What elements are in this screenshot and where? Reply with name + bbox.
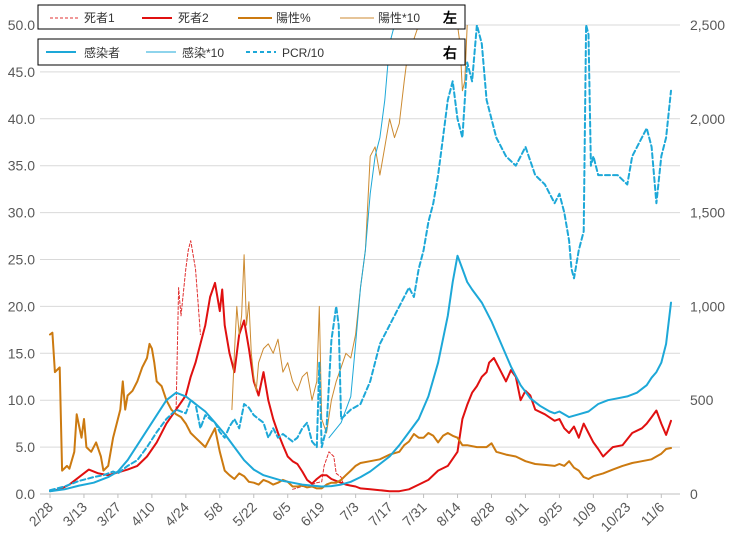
legend-item-infected: 感染者	[84, 45, 120, 60]
left-tick-label: 10.0	[8, 392, 35, 408]
series-line	[457, 25, 468, 92]
legend-item-positive-x10: 陽性*10	[378, 11, 420, 25]
left-tick-label: 0.0	[16, 486, 36, 502]
legend-left-axis-marker: 左	[442, 10, 457, 26]
series-line	[49, 331, 672, 490]
x-tick-label: 9/11	[502, 499, 532, 529]
left-tick-label: 35.0	[8, 158, 35, 174]
x-tick-label: 7/31	[399, 499, 430, 530]
series-line	[49, 25, 672, 492]
left-axis: 0.0 5.0 10.0 15.0 20.0 25.0 30.0 35.0 40.0 45.0 50…	[8, 17, 35, 502]
series-line	[49, 254, 672, 493]
x-axis: 2/28 3/13 3/27 4/10 4/24 5/8 5/22 6/5 6/19 7/3 7/1…	[26, 494, 668, 535]
x-tick-label: 8/14	[433, 499, 464, 530]
x-tick-label: 3/13	[59, 499, 90, 530]
x-tick-label: 3/27	[93, 499, 124, 530]
x-tick-label: 6/19	[297, 499, 328, 530]
x-tick-label: 4/10	[127, 499, 158, 530]
x-tick-label: 10/23	[597, 499, 633, 535]
series-line	[231, 25, 420, 434]
legend-item-death1: 死者1	[84, 11, 115, 25]
left-tick-label: 25.0	[8, 252, 35, 268]
legend-item-positive-rate: 陽性%	[276, 11, 311, 25]
series-line	[175, 240, 201, 411]
legend-left: 死者1 死者2 陽性% 陽性*10 左	[37, 4, 466, 30]
right-tick-label: 0	[690, 486, 698, 502]
left-tick-label: 50.0	[8, 17, 35, 33]
legend-item-pcr: PCR/10	[282, 46, 324, 60]
x-tick-label: 5/8	[201, 499, 226, 524]
legend-item-death2: 死者2	[178, 11, 209, 25]
left-tick-label: 15.0	[8, 345, 35, 361]
right-tick-label: 1,500	[690, 205, 725, 221]
series-layer	[49, 25, 672, 493]
legend-item-infected-x10: 感染*10	[182, 45, 224, 60]
left-tick-label: 5.0	[16, 439, 36, 455]
right-tick-label: 2,500	[690, 17, 725, 33]
x-tick-label: 7/17	[365, 499, 396, 530]
x-tick-label: 8/28	[467, 499, 498, 530]
x-tick-label: 9/25	[535, 499, 566, 530]
x-tick-label: 2/28	[26, 499, 57, 530]
x-tick-label: 6/5	[269, 499, 294, 524]
x-tick-label: 7/3	[337, 499, 362, 524]
right-axis: 0 500 1,000 1,500 2,000 2,500	[690, 17, 725, 502]
right-tick-label: 500	[690, 392, 714, 408]
legend-right: 感染者 感染*10 PCR/10 右	[37, 38, 466, 66]
legend-right-axis-marker: 右	[442, 45, 457, 61]
left-tick-label: 20.0	[8, 298, 35, 314]
x-tick-label: 4/24	[161, 499, 192, 530]
left-tick-label: 30.0	[8, 205, 35, 221]
left-tick-label: 45.0	[8, 64, 35, 80]
x-tick-label: 10/9	[569, 499, 600, 530]
x-tick-label: 11/6	[638, 499, 668, 529]
x-tick-label: 5/22	[229, 499, 260, 530]
left-tick-label: 40.0	[8, 111, 35, 127]
right-tick-label: 1,000	[690, 298, 725, 314]
right-tick-label: 2,000	[690, 111, 725, 127]
series-line	[328, 25, 395, 439]
series-line	[49, 281, 672, 493]
